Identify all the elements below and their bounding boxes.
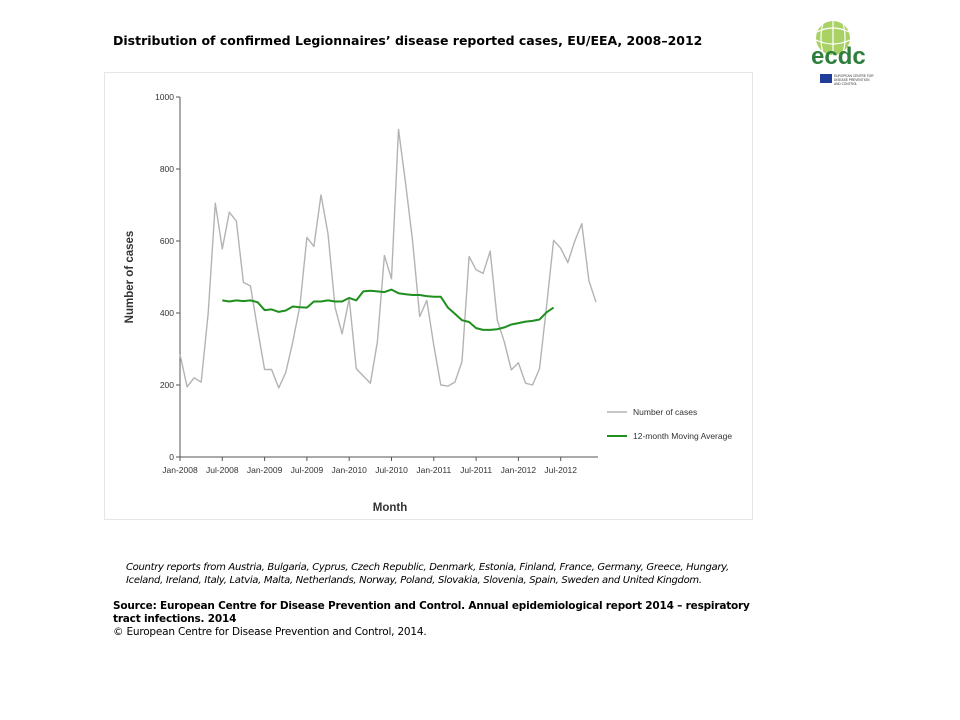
ecdc-logo: ecdc EUROPEAN CENTRE FOR DISEASE PREVENT… (805, 18, 885, 88)
svg-text:AND CONTROL: AND CONTROL (834, 82, 857, 86)
x-tick-label: Jan-2011 (416, 465, 451, 475)
x-tick-label: Jan-2009 (247, 465, 283, 475)
logo-text: ecdc (811, 43, 866, 70)
chart-frame (104, 72, 753, 520)
svg-text:EUROPEAN CENTRE FOR: EUROPEAN CENTRE FOR (834, 74, 874, 78)
y-tick-label: 0 (169, 452, 174, 462)
series-group (179, 128, 597, 389)
x-tick-label: Jul-2009 (291, 465, 324, 475)
y-axis-label: Number of cases (124, 231, 136, 324)
series-line-moving-average (222, 288, 555, 331)
series-line-number-of-cases (179, 128, 597, 389)
y-tick-label: 1000 (155, 92, 174, 102)
legend-label-cases: Number of cases (633, 407, 697, 417)
axes: 0 200 400 600 800 1000 Jan-2008 Jul-2008 Jan-200… (155, 92, 598, 475)
x-tick-label: Jul-2008 (206, 465, 239, 475)
x-tick-label: Jul-2010 (375, 465, 408, 475)
y-tick-label: 800 (160, 164, 174, 174)
chart-title: Distribution of confirmed Legionnaires’ … (113, 33, 703, 48)
svg-text:DISEASE PREVENTION: DISEASE PREVENTION (834, 78, 870, 82)
x-axis-label: Month (373, 502, 407, 514)
x-tick-label: Jan-2008 (162, 465, 198, 475)
source-note: Source: European Centre for Disease Prev… (113, 600, 750, 625)
copyright-note: © European Centre for Disease Prevention… (113, 626, 427, 638)
y-tick-label: 600 (160, 236, 174, 246)
y-tick-label: 200 (160, 380, 174, 390)
x-tick-label: Jul-2012 (544, 465, 577, 475)
country-footnote: Country reports from Austria, Bulgaria, … (126, 562, 729, 586)
legend-label-moving-average: 12-month Moving Average (633, 431, 732, 441)
x-tick-label: Jul-2011 (460, 465, 492, 475)
x-tick-label: Jan-2010 (331, 465, 367, 475)
x-tick-label: Jan-2012 (501, 465, 537, 475)
y-tick-label: 400 (160, 308, 174, 318)
legend: Number of cases 12-month Moving Average (607, 407, 732, 441)
